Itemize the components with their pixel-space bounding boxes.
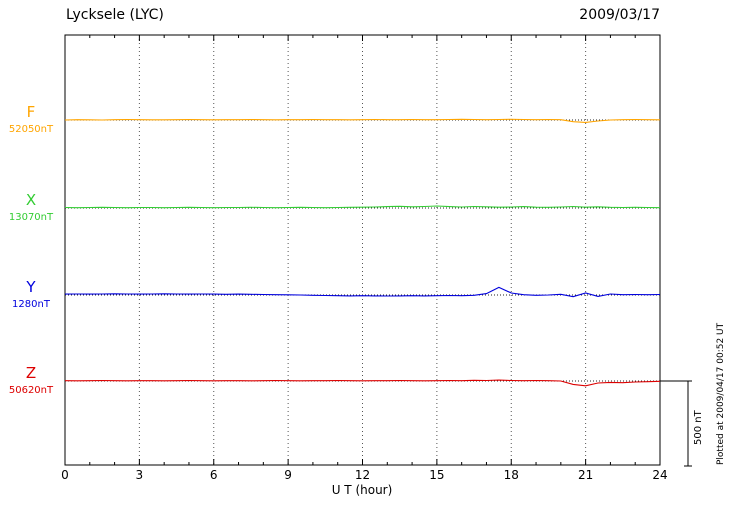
- grid-layer: 0 3 6 9 12 15 18 21 24: [61, 34, 668, 482]
- x-tick-label: 18: [504, 468, 519, 482]
- trace-layer: [64, 118, 661, 387]
- plotted-at-note: Plotted at 2009/04/17 00:52 UT: [716, 322, 726, 465]
- trace-Z: [64, 379, 661, 387]
- x-tick-label: 15: [429, 468, 444, 482]
- plot-date: 2009/03/17: [579, 7, 660, 23]
- x-axis-label: U T (hour): [332, 483, 393, 497]
- trace-Y: [64, 286, 661, 298]
- station-title: Lycksele (LYC): [66, 7, 164, 23]
- series-baseline-value-F: 52050nT: [8, 124, 54, 135]
- series-baseline-value-Y: 1280nT: [12, 299, 50, 310]
- x-tick-label: 6: [210, 468, 218, 482]
- series-baseline-value-X: 13070nT: [8, 212, 54, 223]
- x-tick-label: 0: [61, 468, 69, 482]
- scale-bar: [660, 380, 692, 467]
- x-tick-label: 3: [136, 468, 144, 482]
- trace-X: [64, 205, 661, 209]
- x-tick-label: 9: [284, 468, 292, 482]
- series-label-Y: Y: [26, 278, 36, 296]
- x-tick-label: 12: [355, 468, 370, 482]
- series-label-X: X: [25, 191, 37, 209]
- x-tick-label: 24: [652, 468, 667, 482]
- series-baseline-value-Z: 50620nT: [8, 385, 54, 396]
- series-label-Z: Z: [25, 364, 37, 382]
- x-tick-label: 21: [578, 468, 593, 482]
- trace-F: [64, 118, 661, 123]
- series-label-F: F: [26, 103, 36, 121]
- scale-bar-label: 500 nT: [693, 409, 704, 445]
